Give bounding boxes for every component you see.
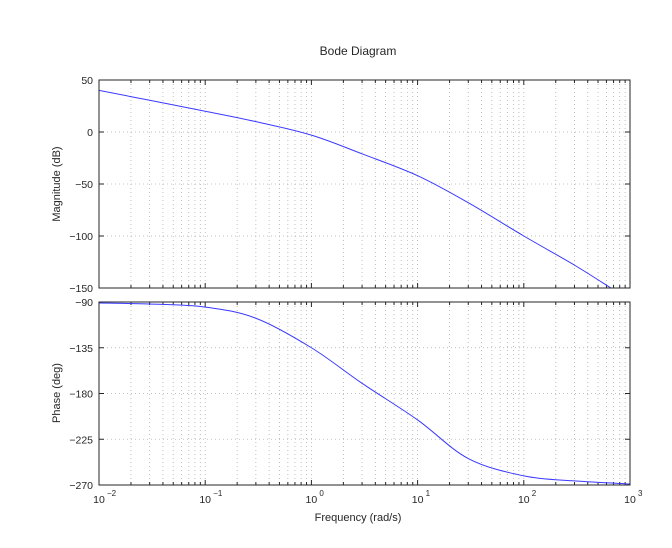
chart-title: Bode Diagram xyxy=(320,44,397,58)
phase-plot-area xyxy=(99,302,630,485)
magnitude-axes-frame xyxy=(98,79,631,289)
x-tick-exponent: −1 xyxy=(213,489,223,498)
phase-grid xyxy=(99,302,630,485)
x-tick-exponent: −2 xyxy=(107,489,117,498)
magnitude-grid xyxy=(99,80,630,288)
x-tick-label: 10 xyxy=(518,494,530,506)
y-tick-label: −100 xyxy=(69,231,93,243)
y-tick-label: −225 xyxy=(69,434,93,446)
phase-y-ticks: −90 −135 −180 −225 −270 xyxy=(69,297,630,492)
x-tick-label: 10 xyxy=(412,494,424,506)
x-tick-label: 10 xyxy=(199,494,211,506)
phase-series-line xyxy=(98,302,631,485)
phase-y-axis-label: Phase (deg) xyxy=(51,363,63,423)
x-axis-label: Frequency (rad/s) xyxy=(315,512,402,524)
x-tick-exponent: 0 xyxy=(319,489,324,498)
y-tick-label: 50 xyxy=(81,75,93,87)
magnitude-plot-area xyxy=(99,80,630,288)
x-tick-label: 10 xyxy=(93,494,105,506)
y-tick-label: −180 xyxy=(69,389,93,401)
y-tick-label: −135 xyxy=(69,343,93,355)
x-tick-label: 10 xyxy=(624,494,636,506)
y-tick-label: −150 xyxy=(69,283,93,295)
y-tick-label: −50 xyxy=(75,179,93,191)
phase-axes-frame xyxy=(98,301,631,486)
magnitude-panel: 50 0 −50 −100 −150 Magnitude (dB) xyxy=(51,75,631,295)
x-tick-exponent: 1 xyxy=(426,489,431,498)
magnitude-y-ticks: 50 0 −50 −100 −150 xyxy=(69,75,630,295)
x-tick-label: 10 xyxy=(306,494,318,506)
y-tick-label: −270 xyxy=(69,480,93,492)
magnitude-series-line xyxy=(98,89,612,289)
y-tick-label: 0 xyxy=(87,127,93,139)
magnitude-y-axis-label: Magnitude (dB) xyxy=(51,146,63,221)
x-tick-exponent: 3 xyxy=(638,489,643,498)
x-tick-exponent: 2 xyxy=(532,489,537,498)
phase-panel: −90 −135 −180 −225 −270 Phase (deg) xyxy=(51,297,631,492)
y-tick-label: −90 xyxy=(75,297,93,309)
